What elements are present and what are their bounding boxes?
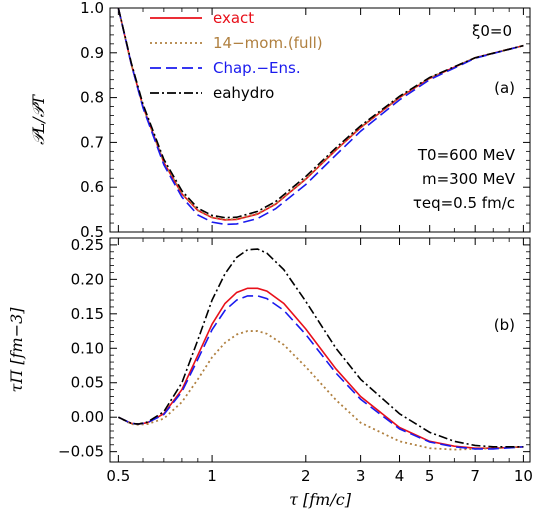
panel-a-frame: [109, 7, 531, 233]
panel-b-y-ticks: −0.05 0.00 0.05 0.10 0.15 0.20 0.25: [58, 236, 530, 461]
legend-label-exact: exact: [213, 9, 254, 27]
panel-b-y-axis-label: τΠ [fm−3]: [7, 307, 26, 393]
panel-a-y-axis-label: 𝒫L/𝒫T: [29, 94, 48, 145]
series-line-eahydro: [118, 248, 524, 448]
x-tick-label: 10: [514, 467, 533, 485]
xi0-annotation: ξ0=0: [472, 22, 512, 40]
param-t0: T0=600 MeV: [417, 146, 516, 164]
panel-a-label: (a): [494, 79, 515, 97]
panel-b-label: (b): [494, 316, 515, 334]
x-tick-label: 7: [470, 467, 480, 485]
panel-a: 0.5 0.6 0.7 0.8 0.9 1.0 exact 14−mom.(full) C…: [29, 0, 531, 241]
y-tick-label: 0.25: [71, 236, 104, 254]
series-line-Chap.−Ens.: [118, 295, 524, 450]
y-tick-label: 0.6: [80, 178, 104, 196]
panel-a-y-ticks: 0.5 0.6 0.7 0.8 0.9 1.0: [80, 0, 530, 241]
panel-a-series: [117, 7, 524, 226]
y-tick-label: 0.00: [71, 408, 104, 426]
x-tick-label: 2: [301, 467, 311, 485]
y-tick-label: −0.05: [58, 443, 104, 461]
x-tick-label: 1: [207, 467, 217, 485]
y-tick-label: 0.7: [80, 133, 104, 151]
x-tick-labels: 0.5 1 2 3 4 5 7 10: [106, 467, 533, 485]
param-mass: m=300 MeV: [422, 170, 516, 188]
panel-b-frame: [109, 237, 531, 463]
y-tick-label: 0.9: [80, 44, 104, 62]
y-tick-label: 0.05: [71, 374, 104, 392]
series-line-eahydro: [117, 7, 524, 219]
y-tick-label: 0.20: [71, 270, 104, 288]
legend-label-14mom: 14−mom.(full): [213, 34, 323, 52]
y-tick-label: 0.5: [80, 223, 104, 241]
legend: exact 14−mom.(full) Chap.−Ens. eahydro: [150, 9, 323, 102]
y-tick-label: 1.0: [80, 0, 104, 17]
x-tick-label: 4: [395, 467, 405, 485]
series-line-14−mom.(full): [117, 330, 524, 451]
panel-b: −0.05 0.00 0.05 0.10 0.15 0.20 0.25 (b) τΠ [fm…: [7, 236, 531, 463]
series-line-Chap.−Ens.: [117, 7, 524, 226]
x-tick-label: 3: [356, 467, 366, 485]
series-line-14−mom.(full): [117, 7, 524, 221]
param-tau-eq: τeq=0.5 fm/c: [413, 194, 515, 212]
x-tick-label: 5: [425, 467, 435, 485]
x-axis-label: τ [fm/c]: [289, 490, 352, 509]
y-tick-label: 0.8: [80, 89, 104, 107]
panel-b-series: [117, 248, 524, 451]
y-tick-label: 0.15: [71, 305, 104, 323]
legend-label-chap-ens: Chap.−Ens.: [213, 59, 301, 77]
y-tick-label: 0.10: [71, 339, 104, 357]
series-line-exact: [118, 287, 524, 450]
x-tick-label: 0.5: [106, 467, 130, 485]
legend-label-eahydro: eahydro: [213, 84, 274, 102]
panel-b-x-ticks: [117, 238, 524, 462]
